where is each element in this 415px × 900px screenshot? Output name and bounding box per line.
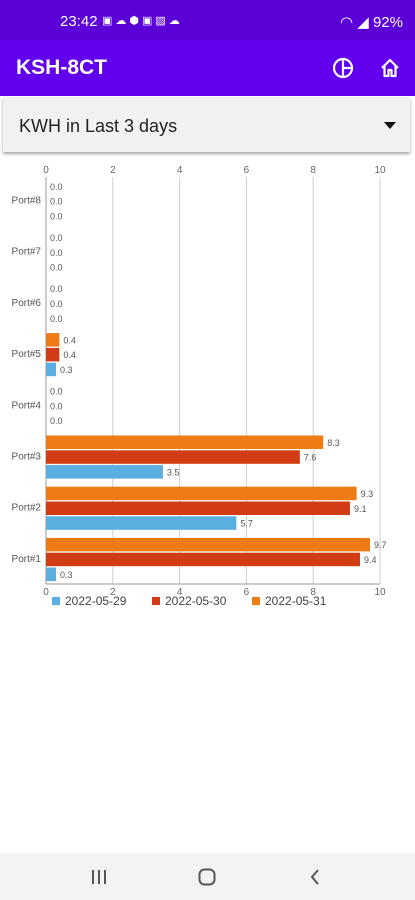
home-button[interactable] xyxy=(374,52,406,84)
status-time: 23:42 xyxy=(60,13,98,30)
bar xyxy=(46,333,60,347)
y-category-label: Port#4 xyxy=(12,400,42,411)
x-tick-label-top: 0 xyxy=(43,165,49,176)
bar xyxy=(46,450,300,464)
legend-label: 2022-05-31 xyxy=(265,594,327,608)
signal-icon: ◢ xyxy=(357,14,369,31)
x-tick-label-bottom: 6 xyxy=(244,587,250,598)
x-tick-label-top: 10 xyxy=(374,165,386,176)
x-tick-label-bottom: 2 xyxy=(110,587,116,598)
bar-value-label: 0.0 xyxy=(50,248,63,258)
bar-value-label: 0.4 xyxy=(63,350,76,360)
bar-value-label: 9.3 xyxy=(361,489,374,499)
image-icon: ▨ xyxy=(155,15,169,27)
status-bar: 23:42 ▣☁⬢▣▨☁ ◠ ◢ 92% xyxy=(0,0,415,40)
back-icon xyxy=(310,869,319,885)
legend-label: 2022-05-29 xyxy=(65,594,127,608)
bar xyxy=(46,501,350,515)
x-tick-label-bottom: 4 xyxy=(177,587,183,598)
screenshot-icon: ▣ xyxy=(142,15,156,27)
recent-apps-icon xyxy=(92,870,106,884)
bar-value-label: 0.0 xyxy=(50,387,63,397)
cloud-icon: ☁ xyxy=(115,15,130,27)
pie-chart-icon xyxy=(332,57,354,79)
x-tick-label-top: 4 xyxy=(177,165,183,176)
bar-value-label: 9.4 xyxy=(364,555,377,565)
y-category-label: Port#7 xyxy=(12,247,42,258)
bar-value-label: 0.0 xyxy=(50,233,63,243)
message-icon: ▣ xyxy=(102,15,116,27)
bar-value-label: 0.0 xyxy=(50,314,63,324)
x-tick-label-top: 6 xyxy=(244,165,250,176)
home-circle-icon xyxy=(198,868,216,886)
y-category-label: Port#1 xyxy=(12,554,42,565)
status-right: ◠ ◢ 92% xyxy=(340,13,403,31)
recent-apps-button[interactable] xyxy=(84,865,114,889)
notification-icons: ▣☁⬢▣▨☁ xyxy=(102,14,183,27)
y-category-label: Port#5 xyxy=(12,349,42,360)
pie-chart-button[interactable] xyxy=(327,52,359,84)
x-tick-label-bottom: 0 xyxy=(43,587,49,598)
y-category-label: Port#6 xyxy=(12,298,42,309)
x-tick-label-top: 2 xyxy=(110,165,116,176)
nav-home-button[interactable] xyxy=(192,865,222,889)
bar xyxy=(46,362,57,377)
legend-swatch xyxy=(52,597,60,605)
battery-level: 92% xyxy=(372,14,403,31)
bar xyxy=(46,516,237,530)
app-bar: KSH-8CT xyxy=(0,40,415,96)
bar xyxy=(46,435,324,449)
bar-value-label: 0.0 xyxy=(50,182,63,192)
bar-value-label: 0.0 xyxy=(50,401,63,411)
bar xyxy=(46,347,60,362)
selector-value: KWH in Last 3 days xyxy=(19,116,178,136)
x-tick-label-bottom: 8 xyxy=(310,587,316,598)
home-icon xyxy=(381,58,399,78)
bar-value-label: 0.3 xyxy=(60,570,73,580)
bar-value-label: 0.0 xyxy=(50,284,63,294)
bar-value-label: 9.7 xyxy=(374,540,387,550)
system-nav-bar xyxy=(0,853,415,900)
bar xyxy=(46,486,357,501)
back-button[interactable] xyxy=(300,865,330,889)
y-category-label: Port#3 xyxy=(12,452,42,463)
legend-swatch xyxy=(252,597,260,605)
bar xyxy=(46,465,163,479)
y-category-label: Port#2 xyxy=(12,503,42,514)
bar-value-label: 3.5 xyxy=(167,467,180,477)
legend-label: 2022-05-30 xyxy=(165,594,227,608)
bar-value-label: 0.0 xyxy=(50,211,63,221)
bar-value-label: 5.7 xyxy=(240,519,253,529)
report-period-selector[interactable]: KWH in Last 3 days xyxy=(3,97,410,152)
cloud-icon: ☁ xyxy=(168,15,183,27)
bar-value-label: 0.0 xyxy=(50,299,63,309)
bar-value-label: 0.0 xyxy=(50,263,63,273)
y-category-label: Port#8 xyxy=(12,196,42,207)
bar xyxy=(46,552,360,567)
bar-value-label: 0.0 xyxy=(50,416,63,426)
x-tick-label-bottom: 10 xyxy=(374,587,386,598)
bar xyxy=(46,567,57,581)
bar-value-label: 0.4 xyxy=(63,335,76,345)
shield-icon: ⬢ xyxy=(129,15,143,27)
bar-value-label: 9.1 xyxy=(354,504,367,514)
legend-swatch xyxy=(152,597,160,605)
bar xyxy=(46,537,370,552)
bar-value-label: 7.6 xyxy=(304,453,317,463)
bar-value-label: 0.0 xyxy=(50,197,63,207)
bar-value-label: 0.3 xyxy=(60,365,73,375)
x-tick-label-top: 8 xyxy=(310,165,316,176)
app-title: KSH-8CT xyxy=(16,56,108,79)
bar-value-label: 8.3 xyxy=(327,438,340,448)
dropdown-arrow-icon xyxy=(384,122,396,129)
wifi-icon: ◠ xyxy=(339,14,354,31)
kwh-bar-chart: 0 0 2 2 4 4 6 6 8 8 10 10 Port#1 0.3 9.4 9.7 Port#2 5.7 9.… xyxy=(12,165,387,608)
